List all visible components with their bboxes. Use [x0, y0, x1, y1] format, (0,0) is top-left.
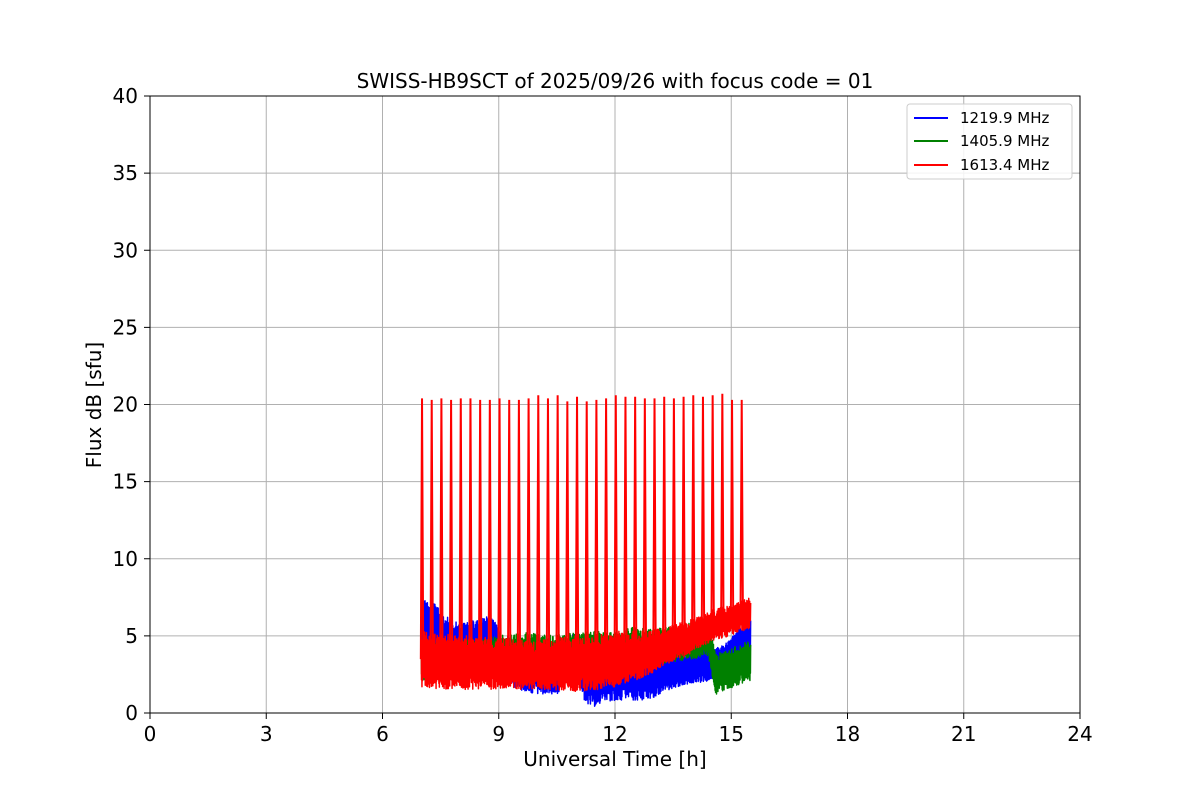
y-tick-label: 40 [113, 84, 138, 108]
x-tick-label: 21 [951, 722, 976, 746]
x-tick-label: 24 [1067, 722, 1092, 746]
x-tick-label: 18 [835, 722, 860, 746]
y-tick-label: 35 [113, 161, 138, 185]
calibration-spike [565, 401, 570, 664]
legend-box [906, 103, 1073, 180]
x-tick-label: 12 [602, 722, 627, 746]
y-tick-label: 15 [113, 470, 138, 494]
calibration-spike [526, 398, 531, 666]
y-tick-label: 30 [113, 238, 138, 262]
y-tick-label: 10 [113, 547, 138, 571]
legend: 1219.9 MHz 1405.9 MHz 1613.4 MHz [906, 103, 1073, 180]
calibration-spike [700, 396, 706, 631]
calibration-spike [671, 398, 677, 644]
series-1613.4 [419, 393, 752, 693]
y-tick-label: 0 [125, 701, 138, 725]
calibration-spike [613, 395, 618, 659]
calibration-spike [710, 395, 715, 625]
calibration-spike [507, 399, 512, 665]
x-tick-label: 0 [144, 722, 157, 746]
y-tick-label: 25 [113, 315, 138, 339]
x-axis-label: Universal Time [h] [523, 747, 706, 771]
calibration-spike [487, 399, 493, 664]
calibration-spike [691, 395, 696, 636]
calibration-spike [545, 398, 551, 665]
calibration-spike [584, 401, 589, 663]
calibration-spike [652, 398, 657, 651]
calibration-spike [458, 398, 463, 663]
y-axis-label: Flux dB [sfu] [82, 342, 106, 468]
chart-title: SWISS-HB9SCT of 2025/09/26 with focus co… [357, 69, 874, 93]
x-tick-label: 9 [492, 722, 505, 746]
calibration-spike [516, 399, 522, 666]
calibration-spike [739, 399, 744, 617]
calibration-spike [497, 398, 502, 664]
calibration-spike [448, 399, 454, 663]
series-area [419, 393, 752, 707]
calibration-spike [681, 396, 686, 640]
x-tick-label: 3 [260, 722, 273, 746]
calibration-spike [632, 396, 638, 656]
legend-label-1613: 1613.4 MHz [960, 156, 1049, 174]
calibration-spike [603, 398, 609, 661]
calibration-spike [468, 398, 473, 663]
calibration-spike [720, 393, 725, 623]
calibration-spike [439, 398, 444, 663]
calibration-spike [574, 396, 580, 664]
x-tick-label: 6 [376, 722, 389, 746]
calibration-spike [642, 398, 648, 654]
y-tick-label: 5 [125, 624, 138, 648]
calibration-spike [477, 399, 483, 664]
x-tick-label: 15 [719, 722, 744, 746]
legend-label-1405: 1405.9 MHz [960, 132, 1049, 150]
legend-label-1219: 1219.9 MHz [960, 109, 1049, 127]
y-tick-label: 20 [113, 393, 138, 417]
calibration-spike [594, 399, 599, 662]
calibration-spike [536, 395, 541, 666]
calibration-spike [555, 395, 560, 664]
calibration-spike [729, 399, 735, 621]
calibration-spike [419, 398, 425, 660]
calibration-spike [429, 399, 434, 661]
axis-ticks: 0 3 6 9 12 15 18 21 24 0 5 10 15 20 25 30 35 40 [113, 84, 1093, 746]
calibration-spike [623, 396, 628, 658]
calibration-spike [662, 396, 667, 648]
